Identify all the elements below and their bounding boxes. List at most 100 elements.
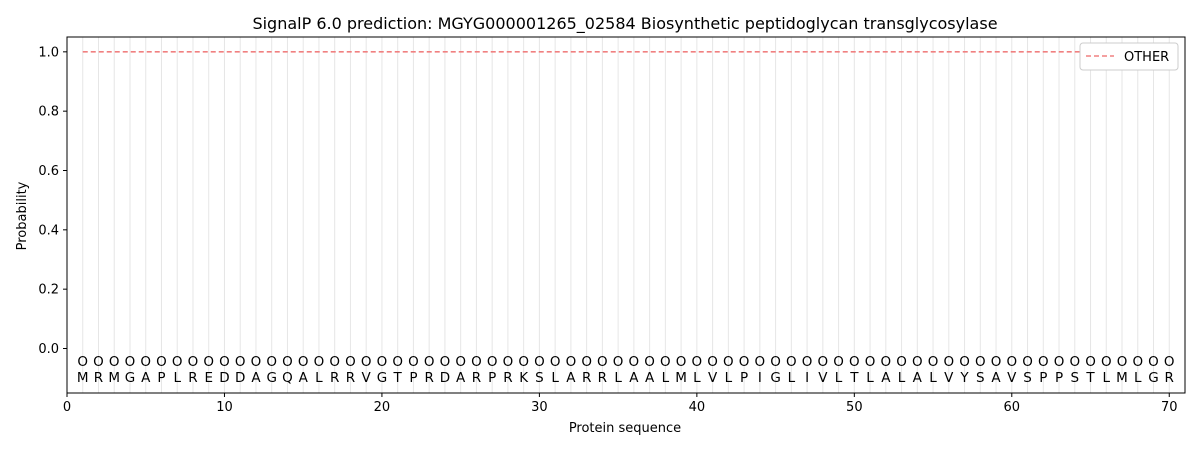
- residue-letter: I: [805, 370, 809, 386]
- predicted-label: O: [975, 354, 986, 370]
- y-tick-label: 0.0: [38, 342, 59, 357]
- predicted-label: O: [455, 354, 466, 370]
- x-tick-label: 40: [689, 400, 706, 415]
- residue-letter: D: [440, 370, 450, 386]
- residue-letter: L: [866, 370, 874, 386]
- predicted-label: O: [140, 354, 151, 370]
- legend-box: [1079, 42, 1179, 71]
- predicted-label: O: [802, 354, 813, 370]
- residue-letter: V: [818, 370, 828, 386]
- predicted-label: O: [203, 354, 214, 370]
- residue-letter: L: [614, 370, 622, 386]
- predicted-label: O: [518, 354, 529, 370]
- legend: OTHER: [1079, 42, 1179, 71]
- predicted-label: O: [849, 354, 860, 370]
- predicted-label: O: [408, 354, 419, 370]
- residue-letter: R: [598, 370, 607, 386]
- residue-letter: A: [881, 370, 891, 386]
- x-tick-label: 50: [846, 400, 863, 415]
- residue-letter: L: [173, 370, 181, 386]
- predicted-label: O: [1148, 354, 1159, 370]
- x-axis-label: Protein sequence: [569, 421, 681, 436]
- predicted-label: O: [1117, 354, 1128, 370]
- residue-letter: L: [929, 370, 937, 386]
- residue-letter: G: [377, 370, 387, 386]
- predicted-label: O: [471, 354, 482, 370]
- y-axis-label: Probability: [15, 181, 30, 250]
- residue-letter: A: [141, 370, 151, 386]
- y-tick-label: 0.6: [38, 164, 59, 179]
- predicted-label: O: [786, 354, 797, 370]
- predicted-label: O: [943, 354, 954, 370]
- predicted-label: O: [251, 354, 262, 370]
- predicted-label: O: [329, 354, 340, 370]
- residue-letter: S: [535, 370, 544, 386]
- predicted-label: O: [377, 354, 388, 370]
- predicted-label: O: [361, 354, 372, 370]
- x-tick-label: 0: [63, 400, 71, 415]
- predicted-label: O: [503, 354, 514, 370]
- predicted-label: O: [93, 354, 104, 370]
- residue-letter: A: [645, 370, 655, 386]
- predicted-label: O: [424, 354, 435, 370]
- residue-letter: P: [409, 370, 417, 386]
- y-tick-label: 1.0: [38, 45, 59, 60]
- residue-letter: Q: [282, 370, 293, 386]
- predicted-label: O: [534, 354, 545, 370]
- predicted-label: O: [188, 354, 199, 370]
- predicted-label: O: [1022, 354, 1033, 370]
- y-tick-label: 0.8: [38, 105, 59, 120]
- residue-letter: A: [629, 370, 639, 386]
- residue-letter: P: [740, 370, 748, 386]
- predicted-label: O: [1085, 354, 1096, 370]
- predicted-label: O: [833, 354, 844, 370]
- x-tick-label: 70: [1161, 400, 1178, 415]
- predicted-label: O: [896, 354, 907, 370]
- residue-letter: T: [1085, 370, 1095, 386]
- legend-label-other: OTHER: [1124, 50, 1169, 65]
- y-tick-label: 0.2: [38, 283, 59, 298]
- predicted-label: O: [1054, 354, 1065, 370]
- residue-letter: E: [204, 370, 213, 386]
- residue-letter: L: [315, 370, 323, 386]
- predicted-label: O: [298, 354, 309, 370]
- predicted-label: O: [266, 354, 277, 370]
- residue-letter: I: [758, 370, 762, 386]
- residue-letter: L: [898, 370, 906, 386]
- predicted-label: O: [440, 354, 451, 370]
- predicted-label: O: [219, 354, 230, 370]
- residue-letter: A: [991, 370, 1001, 386]
- residue-letter: V: [708, 370, 718, 386]
- predicted-label: O: [644, 354, 655, 370]
- residue-letter: L: [662, 370, 670, 386]
- residue-letter: L: [551, 370, 559, 386]
- residue-letter: L: [835, 370, 843, 386]
- residue-letter: A: [456, 370, 466, 386]
- grid-lines: [82, 37, 1170, 393]
- residue-letter: G: [266, 370, 276, 386]
- predicted-label: O: [660, 354, 671, 370]
- predicted-label: O: [282, 354, 293, 370]
- predicted-label: O: [77, 354, 88, 370]
- residue-letter: R: [1165, 370, 1174, 386]
- predicted-label: O: [707, 354, 718, 370]
- predicted-label: O: [928, 354, 939, 370]
- predicted-label: O: [723, 354, 734, 370]
- predicted-label: O: [912, 354, 923, 370]
- predicted-label: O: [345, 354, 356, 370]
- residue-letter: S: [1023, 370, 1032, 386]
- y-tick-label: 0.4: [38, 223, 59, 238]
- residue-letter: A: [566, 370, 576, 386]
- predicted-label: O: [125, 354, 136, 370]
- residue-letter: G: [1148, 370, 1158, 386]
- residue-letter: G: [770, 370, 780, 386]
- predicted-label: O: [865, 354, 876, 370]
- residue-letter: L: [788, 370, 796, 386]
- residue-layer: MOROMOGOAOPOLOROEODODOAOGOQOAOLOROROVOGO…: [77, 354, 1175, 386]
- residue-letter: P: [1055, 370, 1063, 386]
- plot-frame: [66, 36, 1186, 394]
- predicted-label: O: [959, 354, 970, 370]
- residue-letter: L: [725, 370, 733, 386]
- x-tick-label: 10: [216, 400, 233, 415]
